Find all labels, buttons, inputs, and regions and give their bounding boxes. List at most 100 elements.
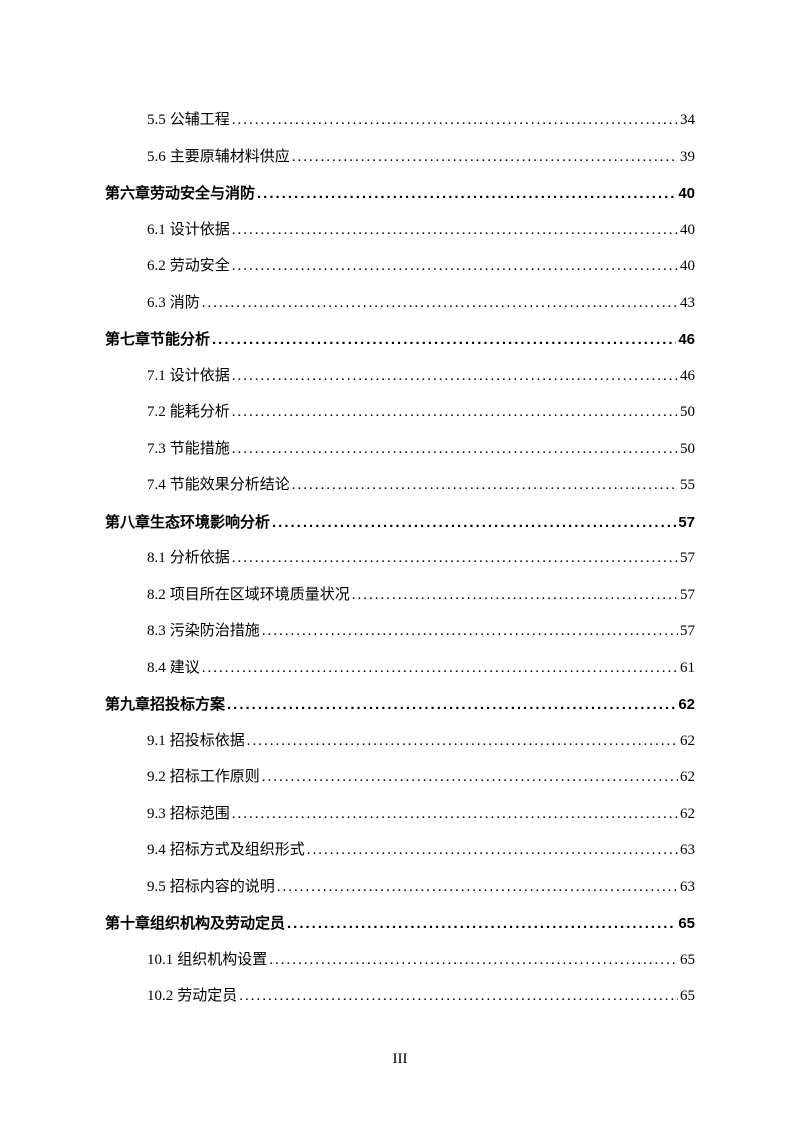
toc-entry-label: 7.4节能效果分析结论 [147, 475, 290, 496]
toc-entry-title: 节能效果分析结论 [170, 477, 290, 493]
toc-dots: ........................................… [262, 621, 678, 642]
toc-entry-label: 9.5招标内容的说明 [147, 877, 275, 898]
toc-entry-title: 组织机构设置 [177, 952, 267, 968]
table-of-contents: 5.5公辅工程 ................................… [105, 110, 695, 1007]
toc-entry: 第九章招投标方案 ...............................… [105, 694, 695, 715]
toc-entry: 7.1设计依据 ................................… [147, 366, 695, 387]
toc-dots: ........................................… [202, 293, 678, 314]
toc-entry-page: 57 [680, 585, 695, 606]
toc-entry: 第六章劳动安全与消防 .............................… [105, 183, 695, 204]
toc-entry-page: 46 [678, 329, 695, 350]
toc-dots: ........................................… [232, 366, 678, 387]
toc-entry-number: 10.2 [147, 988, 173, 1004]
toc-dots: ........................................… [262, 767, 678, 788]
toc-entry-page: 55 [680, 475, 695, 496]
toc-entry-title: 节能措施 [170, 441, 230, 457]
toc-dots: ........................................… [232, 256, 678, 277]
toc-entry: 8.4建议 ..................................… [147, 658, 695, 679]
toc-entry-title: 招标内容的说明 [170, 879, 275, 895]
toc-entry-label: 8.3污染防治措施 [147, 621, 260, 642]
toc-entry-label: 9.1招投标依据 [147, 731, 245, 752]
toc-entry-title: 能耗分析 [170, 404, 230, 420]
toc-entry: 9.4招标方式及组织形式 ...........................… [147, 840, 695, 861]
toc-dots: ........................................… [232, 548, 678, 569]
toc-entry: 5.5公辅工程 ................................… [147, 110, 695, 131]
toc-entry-number: 10.1 [147, 952, 173, 968]
toc-entry: 10.2劳动定员 ...............................… [147, 986, 695, 1007]
toc-dots: ........................................… [292, 147, 678, 168]
toc-entry-number: 6.1 [147, 222, 166, 238]
toc-dots: ........................................… [307, 840, 678, 861]
toc-entry-number: 5.5 [147, 112, 166, 128]
toc-entry-number: 7.4 [147, 477, 166, 493]
toc-entry-title: 设计依据 [170, 368, 230, 384]
toc-entry: 7.4节能效果分析结论 ............................… [147, 475, 695, 496]
toc-entry-page: 61 [680, 658, 695, 679]
toc-entry-page: 62 [680, 731, 695, 752]
toc-entry-number: 6.2 [147, 258, 166, 274]
toc-dots: ........................................… [257, 183, 676, 204]
toc-dots: ........................................… [232, 402, 678, 423]
toc-entry-number: 9.4 [147, 842, 166, 858]
toc-entry-label: 9.3招标范围 [147, 804, 230, 825]
toc-dots: ........................................… [287, 913, 676, 934]
toc-entry-number: 8.2 [147, 587, 166, 603]
toc-entry-page: 40 [678, 183, 695, 204]
toc-entry-page: 57 [680, 548, 695, 569]
toc-entry-label: 第六章劳动安全与消防 [105, 183, 255, 204]
toc-entry-title: 招标范围 [170, 806, 230, 822]
toc-entry-page: 65 [678, 913, 695, 934]
toc-dots: ........................................… [212, 329, 676, 350]
toc-entry: 8.3污染防治措施 ..............................… [147, 621, 695, 642]
toc-entry: 9.2招标工作原则 ..............................… [147, 767, 695, 788]
toc-entry-title: 消防 [170, 295, 200, 311]
toc-entry: 9.5招标内容的说明 .............................… [147, 877, 695, 898]
toc-entry-page: 62 [680, 804, 695, 825]
toc-entry-label: 第九章招投标方案 [105, 694, 225, 715]
toc-entry: 第十章组织机构及劳动定员 ...........................… [105, 913, 695, 934]
toc-entry-page: 46 [680, 366, 695, 387]
toc-entry-page: 57 [680, 621, 695, 642]
toc-entry-title: 主要原辅材料供应 [170, 149, 290, 165]
toc-entry-number: 5.6 [147, 149, 166, 165]
toc-entry-title: 分析依据 [170, 550, 230, 566]
toc-dots: ........................................… [232, 439, 678, 460]
toc-entry-number: 7.2 [147, 404, 166, 420]
toc-entry-page: 65 [680, 986, 695, 1007]
toc-entry-number: 9.2 [147, 769, 166, 785]
toc-entry-number: 9.5 [147, 879, 166, 895]
toc-entry-page: 34 [680, 110, 695, 131]
page-number: III [0, 1051, 800, 1068]
toc-dots: ........................................… [232, 220, 678, 241]
toc-entry-page: 50 [680, 402, 695, 423]
toc-entry-label: 第八章生态环境影响分析 [105, 512, 270, 533]
toc-entry-page: 63 [680, 877, 695, 898]
toc-dots: ........................................… [272, 512, 676, 533]
toc-entry-page: 50 [680, 439, 695, 460]
toc-entry-label: 第七章节能分析 [105, 329, 210, 350]
toc-entry-title: 招标工作原则 [170, 769, 260, 785]
toc-entry: 6.3消防 ..................................… [147, 293, 695, 314]
toc-entry-title: 建议 [170, 660, 200, 676]
toc-entry-label: 7.1设计依据 [147, 366, 230, 387]
toc-dots: ........................................… [292, 475, 678, 496]
toc-entry-label: 7.2能耗分析 [147, 402, 230, 423]
toc-entry-title: 劳动安全 [170, 258, 230, 274]
toc-entry-title: 设计依据 [170, 222, 230, 238]
toc-entry-number: 9.1 [147, 733, 166, 749]
toc-entry-label: 6.3消防 [147, 293, 200, 314]
toc-dots: ........................................… [352, 585, 678, 606]
toc-dots: ........................................… [227, 694, 676, 715]
toc-dots: ........................................… [232, 804, 678, 825]
toc-entry: 9.3招标范围 ................................… [147, 804, 695, 825]
toc-entry-title: 劳动定员 [177, 988, 237, 1004]
toc-dots: ........................................… [202, 658, 678, 679]
toc-entry-title: 项目所在区域环境质量状况 [170, 587, 350, 603]
toc-entry-number: 7.1 [147, 368, 166, 384]
toc-entry-page: 57 [678, 512, 695, 533]
toc-entry: 第八章生态环境影响分析 ............................… [105, 512, 695, 533]
toc-entry-number: 8.3 [147, 623, 166, 639]
toc-dots: ........................................… [232, 110, 678, 131]
toc-entry-number: 9.3 [147, 806, 166, 822]
toc-entry-page: 63 [680, 840, 695, 861]
